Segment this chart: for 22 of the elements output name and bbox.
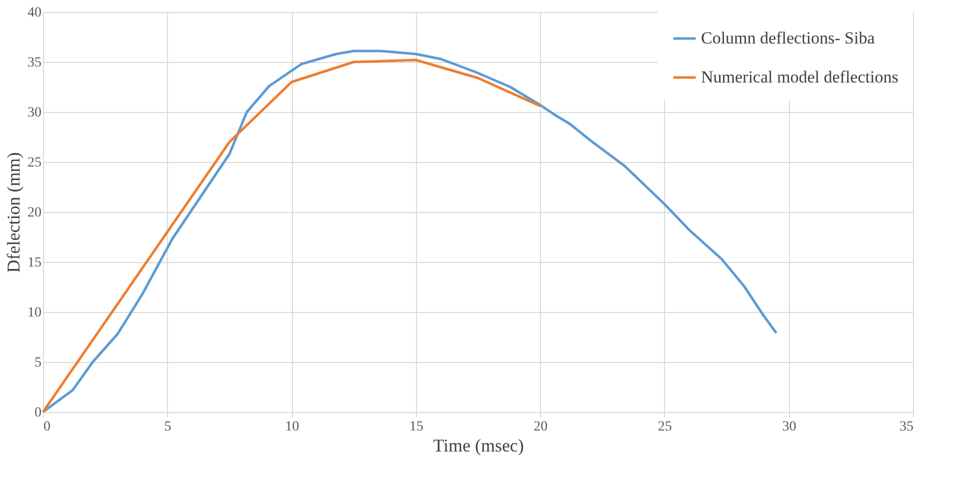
y-tick-label: 20 bbox=[28, 206, 42, 220]
x-tick-label: 5 bbox=[164, 420, 172, 434]
legend-label: Column deflections- Siba bbox=[701, 28, 876, 48]
x-tick-label: 30 bbox=[782, 420, 796, 434]
y-tick-label: 40 bbox=[28, 6, 42, 20]
line-series bbox=[42, 50, 778, 414]
x-axis-title: Time (msec) bbox=[433, 436, 524, 456]
x-tick-label: 35 bbox=[900, 420, 914, 434]
x-tick-label: 20 bbox=[534, 420, 548, 434]
y-tick-label: 5 bbox=[34, 356, 42, 370]
y-tick-label: 15 bbox=[28, 256, 42, 270]
legend-label: Numerical model deflections bbox=[701, 68, 898, 86]
x-tick-label: 10 bbox=[285, 420, 300, 434]
y-tick-label: 25 bbox=[28, 156, 42, 170]
y-tick-label: 30 bbox=[28, 106, 42, 120]
y-tick-label: 0 bbox=[34, 406, 42, 420]
x-tick-label: 15 bbox=[409, 420, 424, 434]
y-tick-label: 10 bbox=[28, 306, 42, 320]
y-axis-title: Dfelection (mm) bbox=[4, 152, 24, 273]
y-tick-label: 35 bbox=[28, 56, 42, 70]
x-tick-label: 25 bbox=[658, 420, 672, 434]
line-series bbox=[42, 58, 542, 414]
